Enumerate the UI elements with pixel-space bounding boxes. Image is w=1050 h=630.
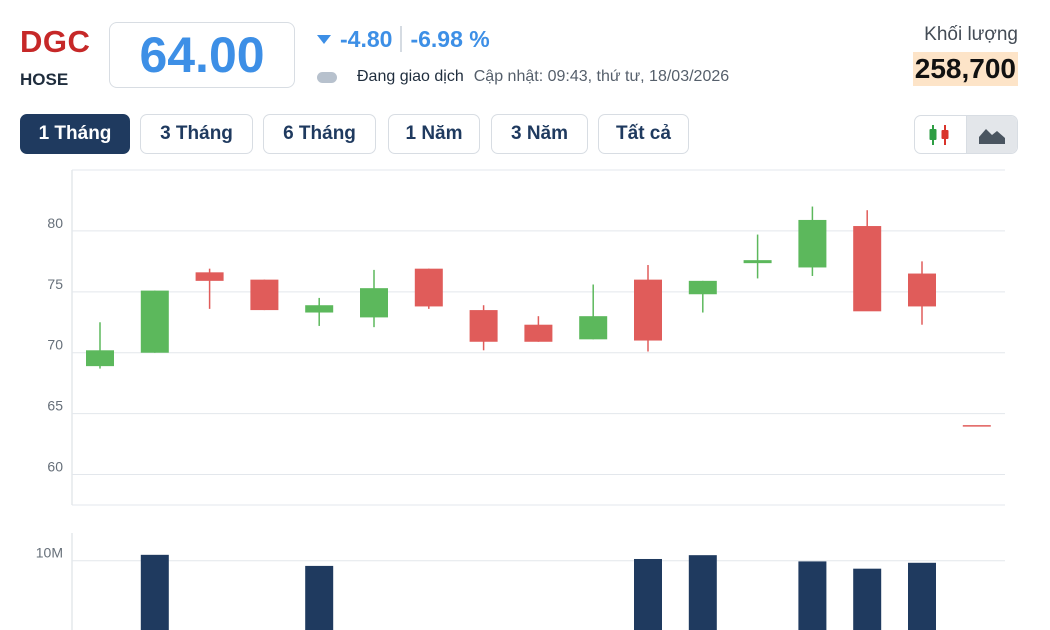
candle-up xyxy=(360,288,388,318)
current-price: 64.00 xyxy=(109,22,295,88)
volume-bar xyxy=(853,568,882,630)
volume-value: 258,700 xyxy=(912,52,1018,86)
period-tabs: 1 Tháng 3 Tháng 6 Tháng 1 Năm 3 Năm Tất … xyxy=(20,114,689,156)
candle-down xyxy=(853,226,882,312)
trading-status: Đang giao dịch Cập nhật: 09:43, thứ tư, … xyxy=(317,66,729,88)
price-tick-label: 65 xyxy=(47,398,63,414)
status-label: Đang giao dịch xyxy=(357,68,464,85)
candle-down xyxy=(250,279,279,311)
candlestick-icon xyxy=(929,124,949,145)
candle-up xyxy=(305,305,334,313)
price-chart: 60 65 70 75 80 10M xyxy=(36,169,1005,630)
candle-up xyxy=(140,290,169,353)
tab-all[interactable]: Tất cả xyxy=(598,114,689,154)
price-tick-label: 60 xyxy=(47,459,63,475)
candle-up xyxy=(86,350,114,367)
candle-up xyxy=(798,219,827,268)
area-chart-button[interactable] xyxy=(965,116,1017,153)
candle-up xyxy=(688,280,717,295)
candle-down xyxy=(908,273,936,307)
down-arrow-icon xyxy=(317,34,331,44)
chart-type-toggle xyxy=(914,115,1018,154)
volume-bar xyxy=(908,562,936,630)
tab-3-years[interactable]: 3 Năm xyxy=(491,114,588,154)
volume-label: Khối lượng xyxy=(924,24,1018,45)
update-time: Cập nhật: 09:43, thứ tư, 18/03/2026 xyxy=(473,68,730,85)
tab-6-months[interactable]: 6 Tháng xyxy=(263,114,376,154)
exchange-name: HOSE xyxy=(20,70,69,89)
change-percent: -6.98 % xyxy=(410,25,490,52)
tab-1-year[interactable]: 1 Năm xyxy=(388,114,480,154)
status-dot-icon xyxy=(317,71,337,83)
volume-bar xyxy=(140,554,169,630)
divider xyxy=(400,26,403,52)
price-tick-label: 70 xyxy=(47,337,63,353)
volume-bar xyxy=(688,555,717,630)
area-chart-icon xyxy=(978,128,1005,144)
change-value: -4.80 xyxy=(340,25,393,52)
volume-bar xyxy=(798,561,827,630)
price-tick-label: 80 xyxy=(47,215,63,231)
volume-bar xyxy=(634,558,662,630)
volume-tick-label: 10M xyxy=(36,545,63,561)
price-tick-label: 75 xyxy=(47,276,63,292)
candle-down xyxy=(634,279,662,341)
candle-down xyxy=(414,268,443,307)
tab-1-month[interactable]: 1 Tháng xyxy=(20,114,130,154)
current-price-value: 64.00 xyxy=(139,27,265,83)
candle-down xyxy=(524,324,553,342)
price-change: -4.80 -6.98 % xyxy=(317,26,490,52)
volume-bar xyxy=(305,565,334,630)
candle-up xyxy=(579,316,608,340)
candle-down xyxy=(195,272,224,281)
candle-up xyxy=(743,260,772,264)
tab-3-months[interactable]: 3 Tháng xyxy=(140,114,253,154)
candle-down xyxy=(469,310,498,342)
ticker-symbol: DGC xyxy=(20,24,91,59)
candlestick-button[interactable] xyxy=(915,116,966,153)
